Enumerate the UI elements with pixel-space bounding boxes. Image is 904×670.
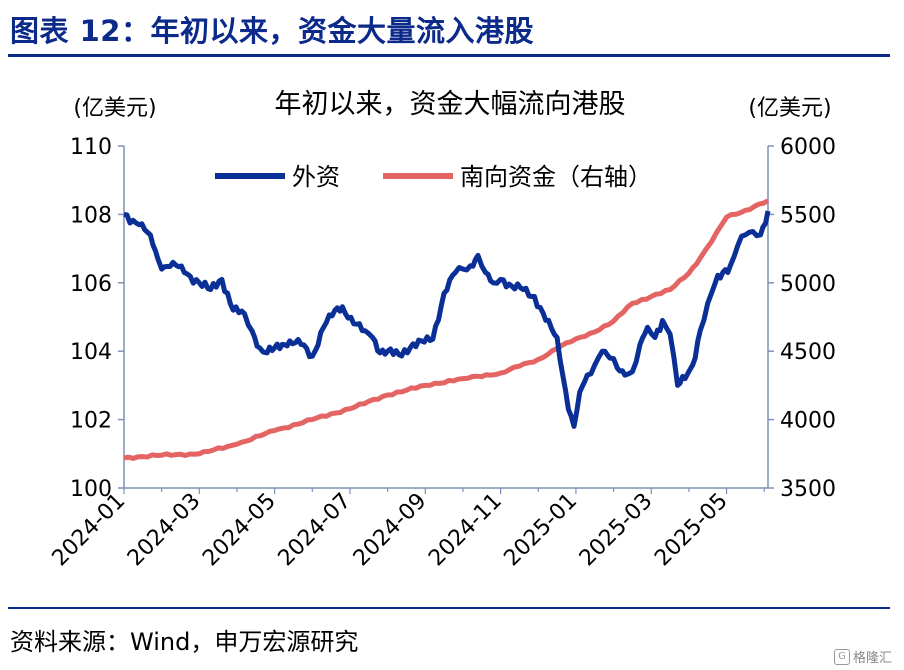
series-line-foreign [123, 210, 771, 429]
left-tick-label: 106 [70, 272, 112, 297]
right-tick-label: 5000 [780, 272, 836, 297]
x-tick-label: 2025-05 [650, 489, 733, 572]
chart: 年初以来，资金大幅流向港股 (亿美元) (亿美元) 10010210410610… [48, 89, 836, 571]
right-axis-unit: (亿美元) [748, 96, 831, 121]
right-tick-label: 6000 [780, 135, 836, 160]
x-tick-label: 2024-05 [198, 489, 281, 572]
legend-label-southbound: 南向资金（右轴） [460, 163, 652, 191]
chart-title: 年初以来，资金大幅流向港股 [275, 89, 626, 120]
source-note: 资料来源：Wind，申万宏源研究 [10, 628, 359, 656]
series-group [123, 198, 771, 461]
x-tick-label: 2024-09 [349, 489, 432, 572]
x-tick-label: 2025-03 [575, 489, 658, 572]
header-rule [8, 54, 890, 57]
x-tick-label: 2025-01 [499, 489, 582, 572]
right-tick-label: 4500 [780, 340, 836, 365]
watermark: G 格隆汇 [833, 647, 892, 666]
watermark-text: 格隆汇 [852, 651, 892, 666]
watermark-logo-icon: G [833, 648, 850, 665]
left-axis-unit: (亿美元) [73, 96, 156, 121]
x-tick-label: 2024-07 [274, 489, 357, 572]
left-tick-label: 110 [70, 135, 112, 160]
axes: 100 102 104 106 108 110 3500 4000 4500 5000 5500 60… [48, 135, 836, 571]
right-tick-label: 4000 [780, 409, 836, 434]
legend-label-foreign: 外资 [292, 163, 340, 191]
left-tick-label: 100 [70, 477, 112, 502]
x-tick-label: 2024-03 [123, 489, 206, 572]
legend: 外资 南向资金（右轴） [215, 163, 652, 191]
right-tick-label: 3500 [780, 477, 836, 502]
x-tick-label: 2024-11 [424, 489, 507, 572]
series-line-southbound [123, 198, 770, 461]
footer-rule [8, 607, 890, 609]
left-tick-label: 104 [70, 340, 112, 365]
left-tick-label: 108 [70, 203, 112, 228]
right-tick-label: 5500 [780, 203, 836, 228]
page-title: 图表 12：年初以来，资金大量流入港股 [10, 14, 534, 48]
left-tick-label: 102 [70, 409, 112, 434]
